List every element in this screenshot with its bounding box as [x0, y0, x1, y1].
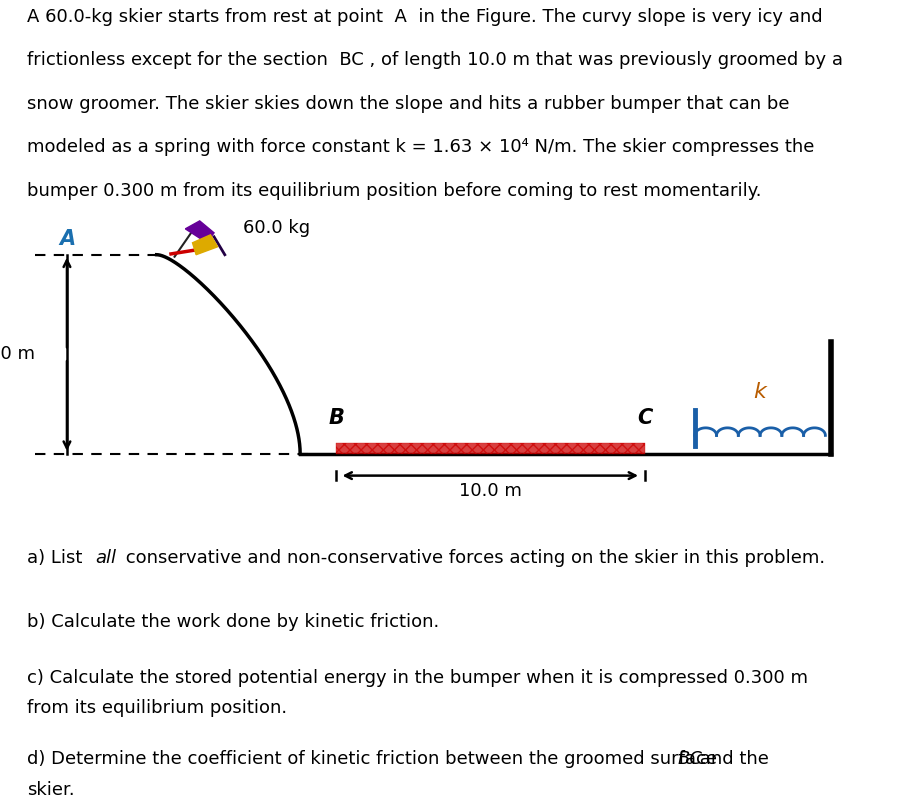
Text: d) Determine the coefficient of kinetic friction between the groomed surface: d) Determine the coefficient of kinetic …: [27, 750, 724, 768]
Text: conservative and non-conservative forces acting on the skier in this problem.: conservative and non-conservative forces…: [120, 549, 825, 567]
Text: 10.0 m: 10.0 m: [459, 482, 522, 500]
Text: from its equilibrium position.: from its equilibrium position.: [27, 699, 288, 717]
Text: and the: and the: [694, 750, 769, 768]
Text: c) Calculate the stored potential energy in the bumper when it is compressed 0.3: c) Calculate the stored potential energy…: [27, 669, 809, 687]
Text: modeled as a spring with force constant k = 1.63 × 10⁴ N/m. The skier compresses: modeled as a spring with force constant …: [27, 139, 815, 156]
Text: snow groomer. The skier skies down the slope and hits a rubber bumper that can b: snow groomer. The skier skies down the s…: [27, 95, 790, 113]
Text: A: A: [59, 228, 75, 248]
Text: frictionless except for the section  BC , of length 10.0 m that was previously g: frictionless except for the section BC ,…: [27, 52, 844, 69]
Text: 60.0 kg: 60.0 kg: [243, 219, 310, 236]
Text: BC: BC: [677, 750, 703, 768]
Text: 5.00 m: 5.00 m: [0, 345, 35, 363]
Text: C: C: [637, 408, 652, 428]
Text: bumper 0.300 m from its equilibrium position before coming to rest momentarily.: bumper 0.300 m from its equilibrium posi…: [27, 181, 762, 200]
Polygon shape: [185, 220, 214, 243]
Text: B: B: [328, 408, 344, 428]
Text: skier.: skier.: [27, 781, 75, 796]
Text: a) List: a) List: [27, 549, 89, 567]
Polygon shape: [192, 235, 218, 255]
Text: A 60.0-kg skier starts from rest at point  A  in the Figure. The curvy slope is : A 60.0-kg skier starts from rest at poin…: [27, 8, 823, 26]
Text: b) Calculate the work done by kinetic friction.: b) Calculate the work done by kinetic fr…: [27, 613, 440, 630]
Bar: [336, 443, 645, 454]
Text: all: all: [95, 549, 116, 567]
Text: k: k: [753, 382, 766, 402]
